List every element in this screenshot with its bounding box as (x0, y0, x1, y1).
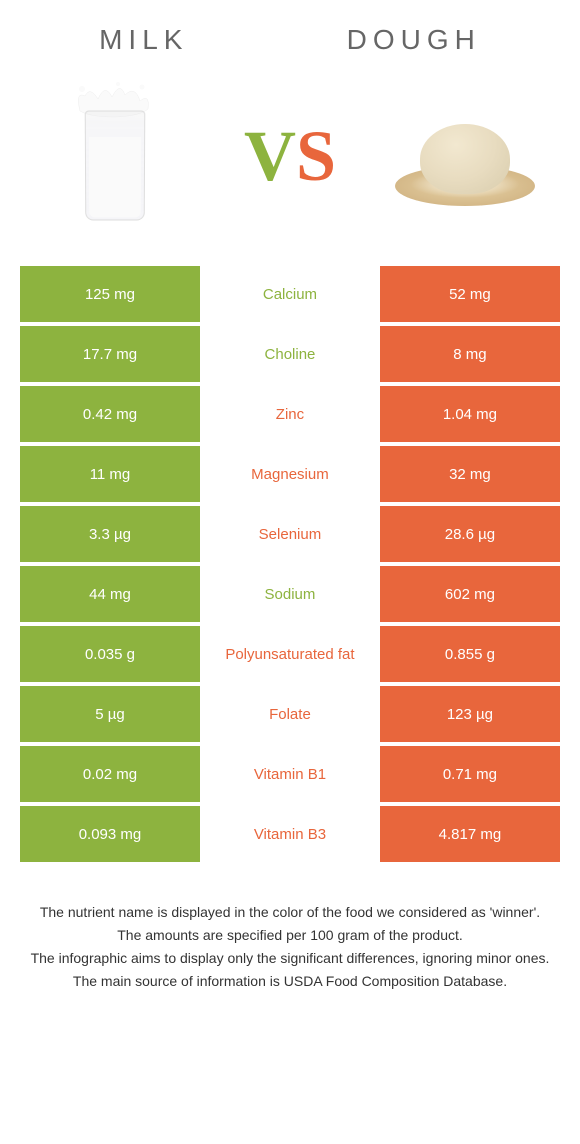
nutrient-label-cell: Choline (200, 326, 380, 382)
left-value-cell: 44 mg (20, 566, 200, 622)
nutrient-label-cell: Magnesium (200, 446, 380, 502)
nutrient-label-cell: Selenium (200, 506, 380, 562)
right-value-cell: 8 mg (380, 326, 560, 382)
right-value-cell: 0.71 mg (380, 746, 560, 802)
right-value-cell: 0.855 g (380, 626, 560, 682)
left-value-cell: 3.3 µg (20, 506, 200, 562)
right-value-cell: 52 mg (380, 266, 560, 322)
right-value-cell: 1.04 mg (380, 386, 560, 442)
left-value-cell: 125 mg (20, 266, 200, 322)
right-value-cell: 28.6 µg (380, 506, 560, 562)
left-value-cell: 0.42 mg (20, 386, 200, 442)
infographic-container: MILK DOUGH VS (0, 0, 580, 1018)
dough-image (390, 81, 540, 231)
table-row: 44 mgSodium602 mg (20, 566, 560, 622)
vs-label: VS (244, 115, 336, 198)
right-value-cell: 123 µg (380, 686, 560, 742)
nutrient-label-cell: Vitamin B1 (200, 746, 380, 802)
left-value-cell: 17.7 mg (20, 326, 200, 382)
nutrient-label-cell: Sodium (200, 566, 380, 622)
title-row: MILK DOUGH (20, 24, 560, 56)
nutrient-label-cell: Polyunsaturated fat (200, 626, 380, 682)
left-value-cell: 5 µg (20, 686, 200, 742)
footnote-line: The amounts are specified per 100 gram o… (30, 925, 550, 946)
table-row: 0.035 gPolyunsaturated fat0.855 g (20, 626, 560, 682)
table-row: 0.02 mgVitamin B10.71 mg (20, 746, 560, 802)
table-row: 3.3 µgSelenium28.6 µg (20, 506, 560, 562)
footnote-line: The main source of information is USDA F… (30, 971, 550, 992)
table-row: 0.093 mgVitamin B34.817 mg (20, 806, 560, 862)
footnotes: The nutrient name is displayed in the co… (20, 902, 560, 992)
hero-row: VS (20, 76, 560, 236)
nutrient-label-cell: Zinc (200, 386, 380, 442)
footnote-line: The nutrient name is displayed in the co… (30, 902, 550, 923)
nutrient-label-cell: Folate (200, 686, 380, 742)
vs-s-letter: S (296, 116, 336, 196)
right-value-cell: 32 mg (380, 446, 560, 502)
left-value-cell: 11 mg (20, 446, 200, 502)
milk-image (40, 81, 190, 231)
table-row: 0.42 mgZinc1.04 mg (20, 386, 560, 442)
table-row: 125 mgCalcium52 mg (20, 266, 560, 322)
left-value-cell: 0.035 g (20, 626, 200, 682)
nutrient-table: 125 mgCalcium52 mg17.7 mgCholine8 mg0.42… (20, 266, 560, 862)
vs-v-letter: V (244, 116, 296, 196)
left-food-title: MILK (99, 24, 188, 56)
footnote-line: The infographic aims to display only the… (30, 948, 550, 969)
right-value-cell: 4.817 mg (380, 806, 560, 862)
table-row: 5 µgFolate123 µg (20, 686, 560, 742)
left-value-cell: 0.093 mg (20, 806, 200, 862)
left-value-cell: 0.02 mg (20, 746, 200, 802)
table-row: 17.7 mgCholine8 mg (20, 326, 560, 382)
nutrient-label-cell: Vitamin B3 (200, 806, 380, 862)
nutrient-label-cell: Calcium (200, 266, 380, 322)
right-value-cell: 602 mg (380, 566, 560, 622)
right-food-title: DOUGH (347, 24, 481, 56)
table-row: 11 mgMagnesium32 mg (20, 446, 560, 502)
